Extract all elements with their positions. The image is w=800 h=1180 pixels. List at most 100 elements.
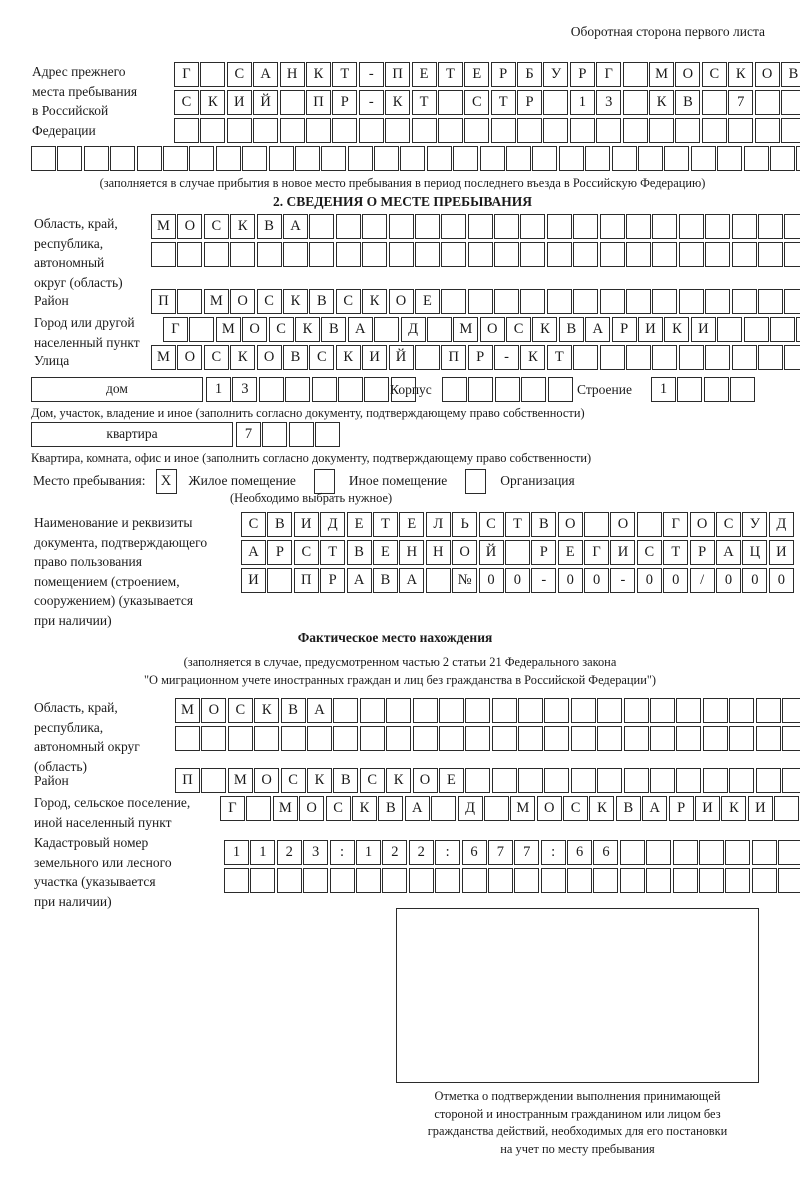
form-cell[interactable]: П (441, 345, 467, 370)
form-cell[interactable]: О (299, 796, 325, 821)
form-cell[interactable]: В (675, 90, 701, 115)
form-cell[interactable] (162, 146, 188, 171)
form-cell[interactable]: 0 (663, 568, 689, 593)
form-cell[interactable] (253, 118, 279, 143)
form-cell[interactable] (518, 768, 544, 793)
form-cell[interactable] (701, 118, 727, 143)
form-cell[interactable] (412, 726, 438, 751)
form-cell[interactable] (494, 214, 520, 239)
form-cell[interactable]: С (293, 540, 319, 565)
form-cell[interactable] (619, 840, 645, 865)
form-cell[interactable] (626, 214, 652, 239)
form-cell[interactable] (242, 146, 268, 171)
form-cell[interactable]: О (254, 768, 280, 793)
form-cell[interactable]: С (227, 698, 253, 723)
form-cell[interactable] (311, 377, 337, 402)
form-cell[interactable]: В (378, 796, 404, 821)
form-cell[interactable]: 6 (567, 840, 593, 865)
form-cell[interactable] (400, 146, 426, 171)
form-cell[interactable]: А (585, 317, 611, 342)
form-cell[interactable] (650, 698, 676, 723)
form-cell[interactable]: Д (320, 512, 346, 537)
form-cell[interactable] (425, 568, 451, 593)
form-cell[interactable]: 3 (303, 840, 329, 865)
form-cell[interactable] (636, 512, 662, 537)
form-cell[interactable] (386, 726, 412, 751)
form-cell[interactable]: О (256, 345, 282, 370)
form-cell[interactable]: Н (399, 540, 425, 565)
form-cell[interactable] (769, 146, 795, 171)
form-cell[interactable] (781, 698, 800, 723)
form-cell[interactable] (203, 242, 229, 267)
form-cell[interactable] (567, 868, 593, 893)
form-cell[interactable] (729, 698, 755, 723)
form-cell[interactable]: В (372, 568, 398, 593)
form-cell[interactable] (546, 242, 572, 267)
form-cell[interactable]: А (399, 568, 425, 593)
form-cell[interactable]: М (175, 698, 200, 723)
form-cell[interactable]: С (335, 289, 361, 314)
flat-box-label[interactable]: квартира (31, 422, 233, 447)
form-cell[interactable] (573, 289, 599, 314)
form-cell[interactable] (464, 118, 490, 143)
form-cell[interactable] (597, 698, 623, 723)
form-cell[interactable] (494, 377, 520, 402)
form-cell[interactable]: К (362, 289, 388, 314)
form-cell[interactable]: С (256, 289, 282, 314)
form-cell[interactable] (599, 345, 625, 370)
form-cell[interactable] (267, 568, 293, 593)
form-cell[interactable] (652, 345, 678, 370)
form-cell[interactable] (189, 317, 215, 342)
form-cell[interactable]: Т (663, 540, 689, 565)
form-cell[interactable]: Е (411, 62, 437, 87)
form-cell[interactable] (258, 377, 284, 402)
form-cell[interactable]: П (293, 568, 319, 593)
form-cell[interactable] (355, 868, 381, 893)
form-cell[interactable]: К (282, 289, 308, 314)
form-cell[interactable]: Д (457, 796, 483, 821)
form-cell[interactable]: М (203, 289, 229, 314)
form-cell[interactable]: С (203, 214, 229, 239)
form-cell[interactable] (359, 698, 385, 723)
form-cell[interactable]: В (280, 698, 306, 723)
form-cell[interactable] (246, 796, 272, 821)
checkbox-residential[interactable]: X (155, 468, 177, 494)
form-cell[interactable]: В (531, 512, 557, 537)
form-cell[interactable]: Т (490, 90, 516, 115)
form-cell[interactable]: М (272, 796, 298, 821)
form-cell[interactable] (438, 726, 464, 751)
form-cell[interactable]: Й (478, 540, 504, 565)
form-cell[interactable] (177, 242, 203, 267)
form-cell[interactable] (437, 118, 463, 143)
form-cell[interactable]: 2 (382, 840, 408, 865)
form-cell[interactable]: В (282, 345, 308, 370)
form-cell[interactable]: Р (490, 62, 516, 87)
form-cell[interactable] (778, 868, 800, 893)
form-cell[interactable]: И (362, 345, 388, 370)
form-cell[interactable] (335, 214, 361, 239)
form-cell[interactable] (385, 118, 411, 143)
form-cell[interactable]: 1 (224, 840, 249, 865)
form-cell[interactable] (177, 289, 203, 314)
form-cell[interactable] (705, 289, 731, 314)
form-cell[interactable]: С (226, 62, 252, 87)
form-cell[interactable]: Д (400, 317, 426, 342)
form-cell[interactable] (465, 768, 491, 793)
form-cell[interactable] (441, 214, 467, 239)
form-cell[interactable] (414, 345, 440, 370)
form-cell[interactable] (453, 146, 479, 171)
form-cell[interactable] (781, 768, 800, 793)
form-cell[interactable]: Л (425, 512, 451, 537)
form-cell[interactable] (306, 726, 332, 751)
form-cell[interactable] (83, 146, 109, 171)
form-cell[interactable] (755, 698, 781, 723)
form-cell[interactable] (487, 868, 513, 893)
form-cell[interactable]: К (532, 317, 558, 342)
checkbox-organization[interactable] (465, 468, 487, 494)
form-cell[interactable]: Р (569, 62, 595, 87)
prev-address-row-3[interactable] (174, 118, 800, 143)
section2-region-row-2[interactable] (151, 242, 800, 267)
